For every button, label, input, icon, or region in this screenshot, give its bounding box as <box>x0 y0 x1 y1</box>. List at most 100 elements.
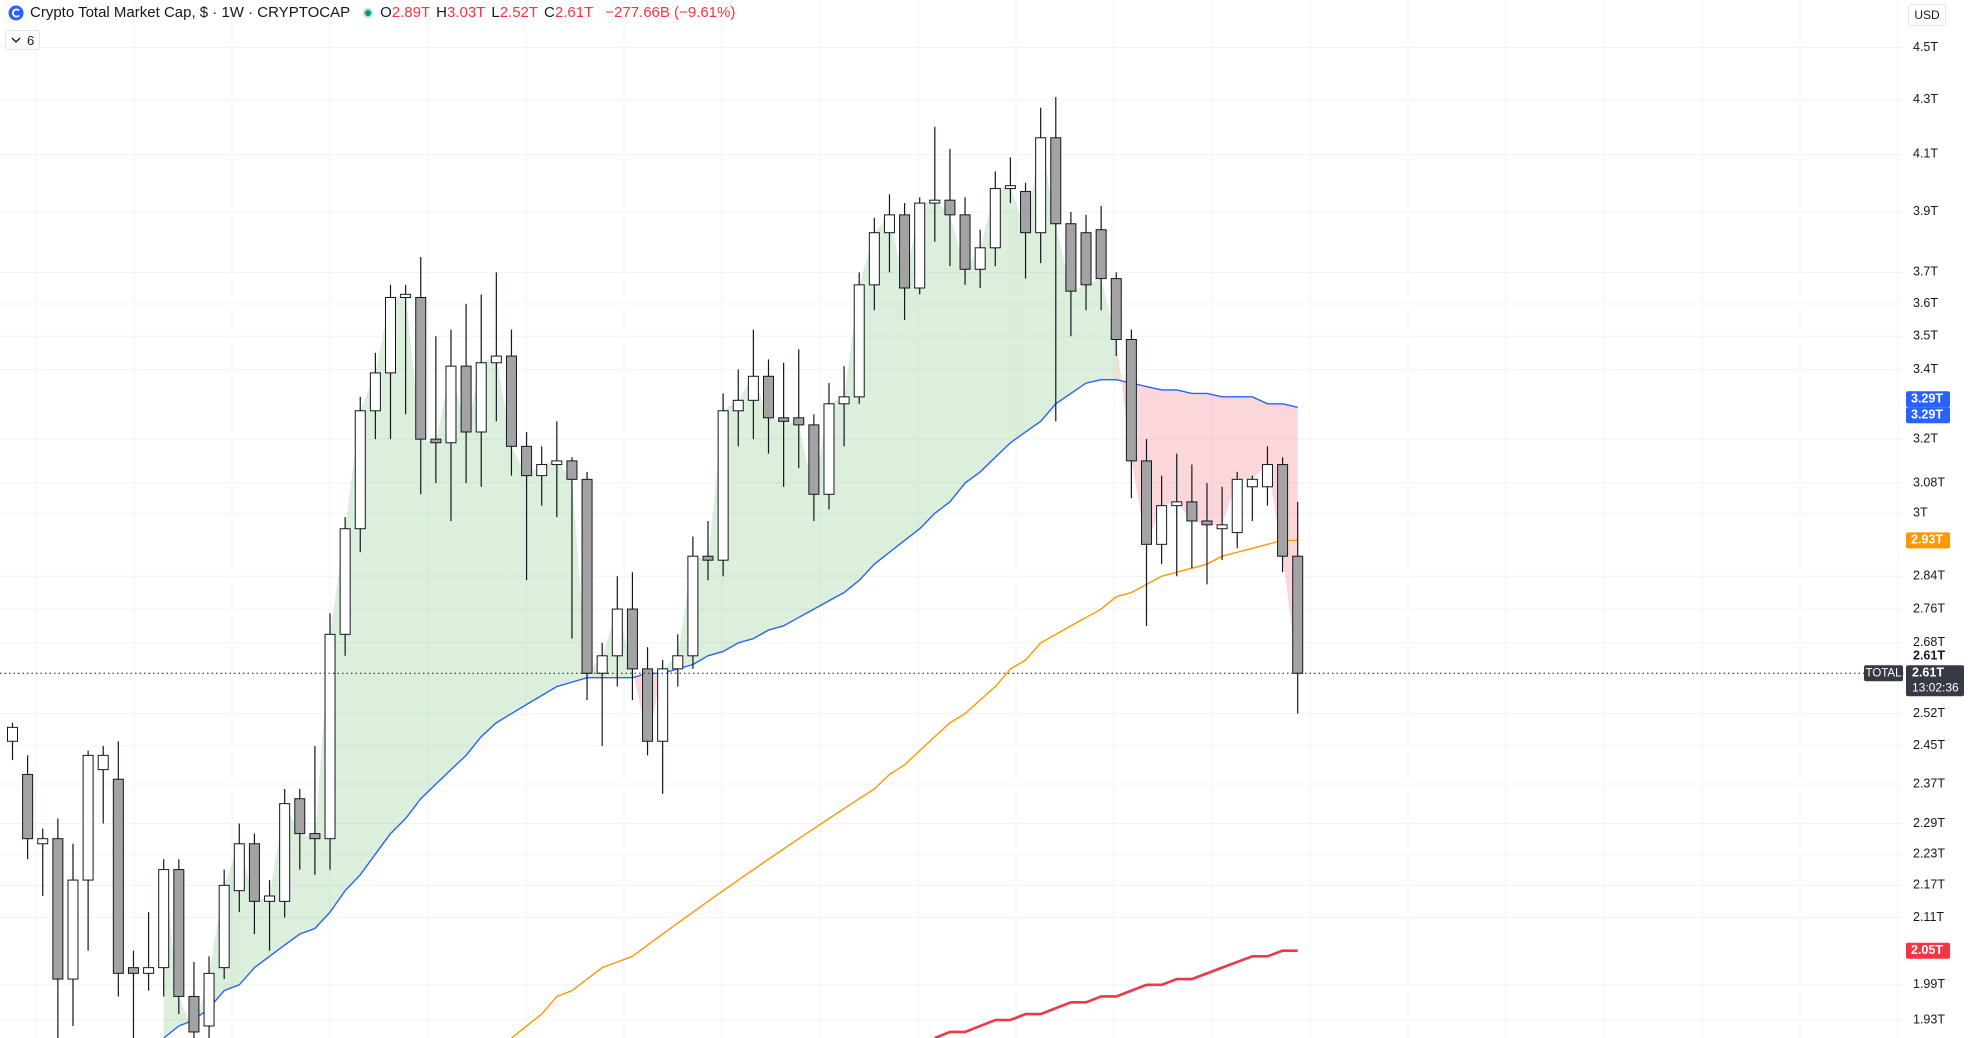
candle-body <box>7 726 18 742</box>
trend-fill <box>496 356 512 723</box>
candle-body <box>369 372 381 412</box>
price-label-box <box>1906 391 1950 408</box>
candle-body <box>354 410 366 530</box>
y-tick-label: 3.7T <box>1913 265 1938 279</box>
trend-fill <box>1176 389 1192 521</box>
moving-average-line <box>511 539 1298 1038</box>
symbol-title[interactable]: Crypto Total Market Cap, $ · 1W · CRYPTO… <box>30 4 351 21</box>
trend-fill <box>541 460 557 696</box>
trend-fill <box>1161 389 1177 506</box>
trend-fill <box>1010 185 1026 443</box>
moving-average-line <box>163 378 1298 1038</box>
trend-fill <box>1222 396 1238 525</box>
trend-fill <box>466 362 482 756</box>
trend-fill <box>783 421 799 626</box>
candle-body <box>581 478 593 674</box>
candle-body <box>551 460 563 466</box>
price-label: 2.93T <box>1911 533 1943 547</box>
ohlc-key: O <box>380 4 392 21</box>
candle-body <box>294 798 306 835</box>
trend-fill <box>995 185 1011 458</box>
ohlc-key: L <box>491 4 500 21</box>
candle-body <box>838 396 850 405</box>
y-tick-label: 2.23T <box>1913 846 1945 860</box>
candle-body <box>1020 190 1032 234</box>
candle-body <box>899 214 911 289</box>
trend-fill <box>1055 223 1071 404</box>
trend-fill <box>1086 278 1102 384</box>
candle-body <box>475 362 487 433</box>
indicator-count: 6 <box>27 32 35 48</box>
candle-body <box>445 365 457 444</box>
ohlc-value: 2.89T <box>391 4 431 21</box>
trend-fill <box>450 366 467 770</box>
y-tick-label: 3.6T <box>1913 296 1938 310</box>
candle-body <box>1141 460 1152 545</box>
ohlc-value: 3.03T <box>446 4 486 21</box>
y-tick-label: 3.08T <box>1913 475 1945 489</box>
y-tick-label: 4.1T <box>1913 147 1938 161</box>
status-dot <box>363 7 374 18</box>
symbol-tag: TOTAL <box>1866 667 1903 679</box>
candle-body <box>717 410 729 561</box>
moving-average-line <box>934 949 1298 1038</box>
candle-body <box>959 214 971 270</box>
legend-header: Crypto Total Market Cap, $ · 1W · CRYPTO… <box>8 4 741 21</box>
candle-body <box>611 608 623 657</box>
last-price-above: 2.61T <box>1913 649 1945 663</box>
trend-fill <box>481 356 497 737</box>
candle-body <box>1216 524 1228 530</box>
countdown: 13:02:36 <box>1912 680 1959 694</box>
candle-body <box>853 284 865 398</box>
symbol-icon <box>8 5 24 20</box>
trend-fill <box>1116 339 1132 461</box>
candle-body <box>1125 338 1137 462</box>
candle-body <box>1095 229 1107 280</box>
trend-fill <box>1070 284 1087 394</box>
trend-fill <box>889 214 905 553</box>
candle-body <box>173 869 185 997</box>
price-label: 3.29T <box>1911 392 1943 406</box>
y-tick-label: 4.3T <box>1913 92 1938 106</box>
trend-fill <box>1206 393 1223 525</box>
price-label-box <box>1906 407 1950 424</box>
candle-body <box>203 972 215 1027</box>
candle-body <box>279 803 291 902</box>
candle-body <box>1171 501 1183 507</box>
candle-body <box>687 555 699 657</box>
candle-body <box>793 417 805 426</box>
y-tick-label: 2.52T <box>1913 706 1945 720</box>
candle-body <box>974 247 986 270</box>
candle-body <box>1246 478 1258 488</box>
candle-body <box>868 232 880 286</box>
candle-body <box>415 296 427 440</box>
change: −277.66B (−9.61%) <box>605 4 736 21</box>
candle-body <box>1156 505 1168 545</box>
candle-body <box>672 655 684 670</box>
candle-body <box>188 995 200 1033</box>
trend-fill <box>254 895 270 968</box>
currency-button[interactable]: USD <box>1908 4 1946 26</box>
ohlc-value: 2.52T <box>499 4 539 21</box>
last-price-box <box>1906 665 1964 697</box>
candle-body <box>52 838 64 980</box>
trend-fill <box>435 366 451 785</box>
y-tick-label: 2.37T <box>1913 776 1945 790</box>
candle-body <box>22 773 34 840</box>
candle-body <box>505 355 517 447</box>
candle-body <box>67 879 79 980</box>
y-tick-label: 2.68T <box>1913 635 1945 649</box>
y-tick-label: 3T <box>1913 506 1928 520</box>
candle-body <box>566 460 578 480</box>
trend-fill <box>874 214 890 565</box>
y-tick-label: 4.5T <box>1913 40 1938 54</box>
candle-body <box>158 869 170 969</box>
trend-fill <box>753 376 769 639</box>
indicators-toggle[interactable]: 6 <box>5 30 41 50</box>
trend-fill <box>526 464 542 705</box>
candle-body <box>823 403 835 495</box>
trend-fill <box>420 439 436 799</box>
candle-body <box>944 199 956 216</box>
